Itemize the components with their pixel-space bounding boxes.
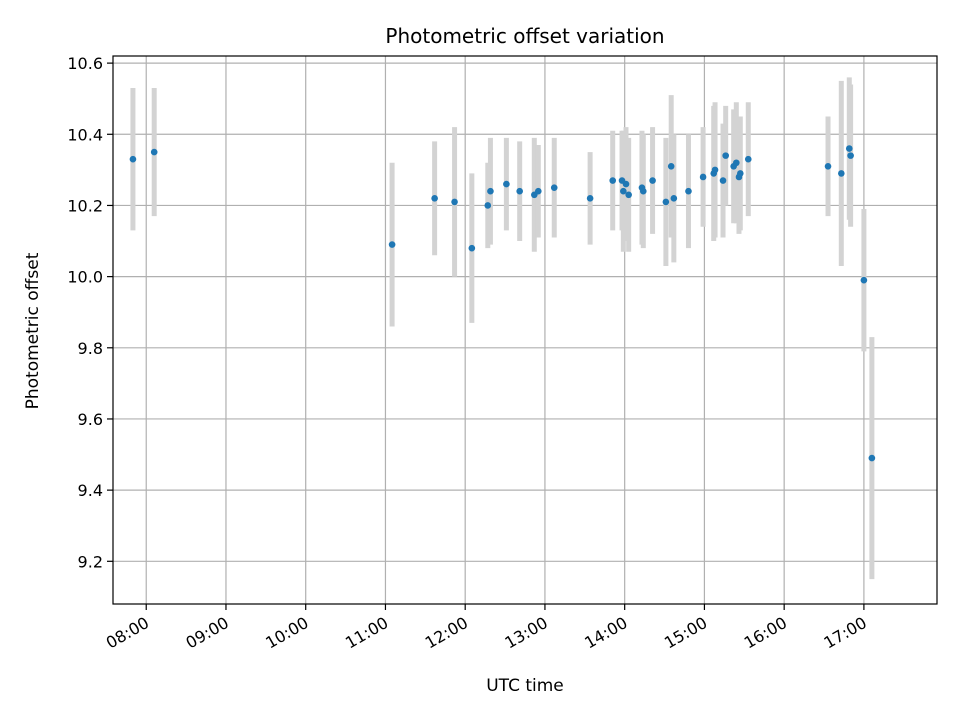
data-point (685, 187, 692, 195)
y-axis-label: Photometric offset (23, 252, 43, 409)
x-tick-label: 16:00 (741, 613, 790, 653)
x-tick-label: 11:00 (342, 613, 391, 653)
y-tick-label: 10.4 (67, 125, 103, 144)
data-point (711, 166, 719, 174)
data-point (722, 152, 729, 159)
x-tick-label: 10:00 (262, 613, 311, 653)
data-point (868, 454, 876, 462)
data-point (150, 148, 158, 156)
y-axis: 9.2 9.4 9.6 9.8 10.0 10.2 10.4 10.6 (67, 54, 113, 571)
data-point (699, 173, 707, 181)
x-tick-label: 09:00 (183, 613, 232, 653)
data-point (670, 195, 678, 202)
data-point (860, 276, 868, 284)
x-axis: 08:00 09:00 10:00 11:00 12:00 13:00 14:00 15:00… (103, 604, 870, 653)
data-point (487, 187, 494, 195)
data-point (639, 187, 647, 195)
chart-title: Photometric offset variation (385, 24, 664, 48)
data-point (534, 187, 542, 195)
data-point (847, 152, 854, 159)
data-point (649, 177, 656, 184)
data-point (622, 180, 630, 188)
data-point (824, 163, 832, 170)
x-tick-label: 08:00 (103, 613, 152, 653)
data-point (468, 244, 476, 252)
data-point (431, 195, 438, 202)
data-point (609, 177, 617, 184)
x-tick-label: 12:00 (422, 613, 471, 653)
data-point (845, 145, 853, 152)
data-point (516, 187, 523, 195)
grid (113, 56, 937, 604)
data-point (388, 241, 396, 248)
x-axis-label: UTC time (486, 676, 564, 696)
x-tick-label: 15:00 (661, 613, 710, 653)
error-bars (130, 77, 875, 580)
data-point (737, 170, 744, 177)
x-tick-label: 14:00 (581, 613, 630, 653)
x-tick-label: 13:00 (502, 613, 551, 653)
y-tick-label: 9.2 (78, 552, 103, 571)
data-point (129, 155, 137, 163)
data-point (625, 191, 632, 199)
y-tick-label: 9.8 (78, 339, 103, 358)
data-points (129, 145, 876, 462)
x-tick-label: 17:00 (820, 613, 869, 653)
data-point (620, 187, 627, 195)
data-point (744, 155, 752, 163)
plot-frame (112, 55, 938, 605)
data-point (838, 170, 845, 177)
y-tick-label: 10.2 (67, 196, 103, 215)
data-point (451, 198, 458, 206)
data-point (719, 177, 727, 184)
data-point (586, 195, 594, 202)
y-tick-label: 10.0 (67, 268, 103, 287)
y-tick-label: 9.6 (78, 410, 103, 429)
y-tick-label: 9.4 (78, 481, 103, 500)
data-point (667, 163, 675, 170)
data-point (662, 198, 670, 206)
data-point (484, 202, 492, 209)
data-point (733, 159, 740, 167)
data-point (503, 180, 510, 188)
y-tick-label: 10.6 (67, 54, 103, 73)
data-point (550, 184, 558, 191)
